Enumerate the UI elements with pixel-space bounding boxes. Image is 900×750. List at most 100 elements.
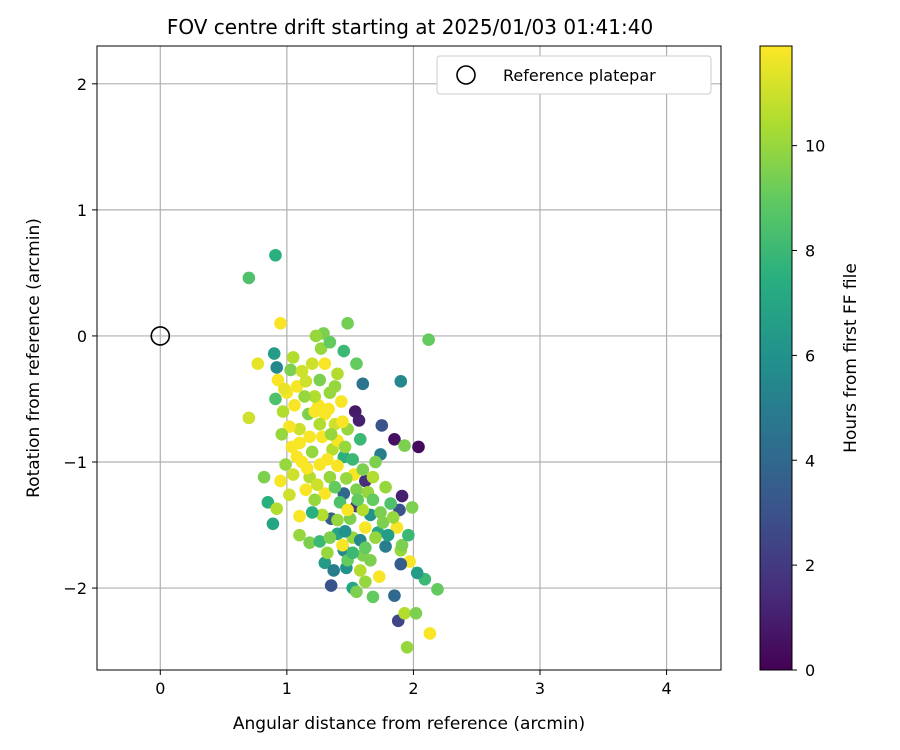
legend-label: Reference platepar bbox=[503, 66, 656, 85]
data-point bbox=[356, 377, 370, 391]
data-point bbox=[269, 392, 282, 406]
data-point bbox=[356, 463, 370, 476]
data-point bbox=[288, 398, 301, 412]
data-point bbox=[327, 564, 340, 577]
data-point bbox=[271, 373, 285, 387]
data-point bbox=[336, 415, 349, 428]
data-point bbox=[270, 502, 284, 515]
data-point bbox=[299, 483, 313, 497]
data-point bbox=[422, 333, 435, 347]
data-point bbox=[400, 641, 414, 654]
x-axis-label: Angular distance from reference (arcmin) bbox=[233, 714, 585, 734]
data-point bbox=[359, 575, 372, 589]
data-point bbox=[318, 487, 332, 500]
data-point bbox=[394, 557, 408, 571]
data-point bbox=[242, 271, 256, 285]
data-point bbox=[395, 538, 409, 552]
data-point bbox=[274, 317, 287, 330]
legend-marker bbox=[456, 65, 476, 85]
data-point bbox=[366, 590, 380, 604]
data-point bbox=[303, 430, 316, 444]
data-point bbox=[356, 503, 370, 517]
data-point bbox=[331, 367, 344, 381]
data-point bbox=[315, 508, 329, 522]
data-point bbox=[323, 335, 337, 349]
data-point bbox=[412, 440, 425, 454]
y-axis-ticks: −2 −1 0 1 2 bbox=[63, 75, 97, 598]
colorbar: 0 2 4 6 8 10 Hours from first FF file bbox=[759, 45, 861, 680]
y-axis-label: Rotation from reference (arcmin) bbox=[24, 218, 44, 498]
data-point bbox=[423, 627, 437, 640]
data-point bbox=[318, 357, 332, 370]
data-point bbox=[323, 531, 337, 544]
data-point bbox=[309, 329, 323, 343]
data-points bbox=[242, 248, 444, 654]
data-point bbox=[338, 440, 352, 454]
data-point bbox=[267, 347, 281, 360]
data-point bbox=[410, 566, 424, 580]
data-point bbox=[388, 589, 401, 602]
data-point bbox=[295, 364, 309, 378]
data-point bbox=[405, 501, 419, 514]
x-tick-label: 1 bbox=[282, 679, 292, 698]
data-point bbox=[278, 382, 291, 396]
data-point bbox=[431, 583, 444, 596]
data-point bbox=[328, 480, 342, 494]
legend-box bbox=[436, 55, 712, 95]
colorbar-gradient bbox=[759, 45, 793, 671]
data-point bbox=[369, 531, 382, 544]
data-point bbox=[321, 453, 334, 466]
y-tick-label: 0 bbox=[77, 327, 87, 346]
data-point bbox=[353, 564, 367, 577]
data-point bbox=[293, 528, 306, 542]
legend: Reference platepar bbox=[436, 55, 712, 95]
data-point bbox=[305, 506, 319, 519]
data-point bbox=[279, 458, 292, 471]
data-point bbox=[346, 453, 359, 466]
colorbar-tick-label: 8 bbox=[805, 242, 815, 261]
data-point bbox=[351, 493, 365, 507]
data-point bbox=[293, 509, 306, 523]
data-point bbox=[290, 450, 304, 464]
data-point bbox=[334, 395, 348, 408]
data-point bbox=[286, 468, 300, 481]
colorbar-tick-label: 4 bbox=[805, 451, 815, 470]
data-point bbox=[321, 546, 334, 560]
chart-title: FOV centre drift starting at 2025/01/03 … bbox=[167, 15, 653, 39]
x-axis-ticks: 0 1 2 3 4 bbox=[155, 670, 672, 698]
data-point bbox=[261, 496, 275, 509]
data-point bbox=[359, 521, 372, 534]
data-point bbox=[340, 472, 353, 485]
data-point bbox=[366, 470, 380, 484]
data-point bbox=[303, 536, 316, 549]
data-point bbox=[341, 317, 354, 330]
data-point bbox=[310, 478, 324, 491]
data-point bbox=[372, 570, 386, 584]
data-point bbox=[313, 373, 327, 387]
colorbar-label: Hours from first FF file bbox=[841, 263, 861, 453]
data-point bbox=[298, 390, 311, 403]
data-point bbox=[353, 433, 367, 446]
data-point bbox=[286, 351, 300, 364]
x-tick-label: 2 bbox=[408, 679, 418, 698]
data-point bbox=[398, 606, 411, 620]
colorbar-tick-label: 2 bbox=[805, 556, 815, 575]
colorbar-tick-label: 10 bbox=[805, 137, 825, 156]
data-point bbox=[386, 511, 400, 524]
data-point bbox=[308, 493, 322, 507]
data-point bbox=[318, 556, 332, 570]
y-tick-label: −2 bbox=[63, 579, 87, 598]
data-point bbox=[366, 493, 380, 507]
data-point bbox=[388, 433, 401, 446]
data-point bbox=[314, 342, 328, 355]
data-point bbox=[381, 528, 395, 542]
data-point bbox=[283, 488, 296, 502]
data-point bbox=[313, 535, 327, 548]
data-point bbox=[242, 411, 256, 425]
data-point bbox=[338, 525, 352, 538]
data-point bbox=[257, 470, 271, 484]
data-point bbox=[337, 344, 351, 358]
plot-frame bbox=[96, 45, 722, 671]
data-point bbox=[308, 405, 322, 418]
